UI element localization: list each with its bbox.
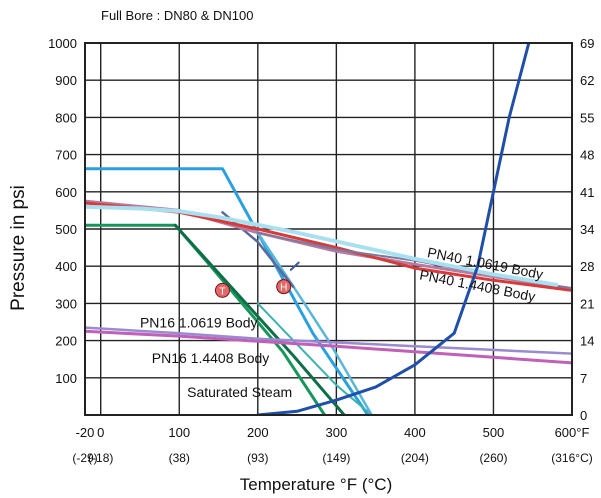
y2-tick-label: 55 xyxy=(580,110,594,125)
plot-frame xyxy=(84,42,573,416)
series-line xyxy=(173,223,346,415)
marker-circle xyxy=(276,279,292,295)
series-line xyxy=(85,204,559,287)
y-tick-label: 900 xyxy=(55,73,77,88)
marker-circle xyxy=(214,282,230,298)
x-tick-label: 100 xyxy=(168,425,190,440)
x-axis-label: Temperature °F (°C) xyxy=(240,475,392,494)
marker-label: H xyxy=(280,283,287,294)
y-tick-label: 300 xyxy=(55,296,77,311)
curve-label: PN16 1.4408 Body xyxy=(152,350,270,366)
x-tick-label: -20 xyxy=(76,425,95,440)
x-tick-labels: -20 (-29)0 (-18) 100 (38) 200 (93) 300 (149) 400 (… xyxy=(72,425,592,465)
x-tick-label: 500 xyxy=(483,425,505,440)
y2-tick-label: 7 xyxy=(580,371,587,386)
x-tick-sublabel: (149) xyxy=(322,451,350,465)
y-tick-label: 200 xyxy=(55,334,77,349)
y2-tick-label: 14 xyxy=(580,334,594,349)
y2-tick-label: 0 xyxy=(580,408,587,423)
curve-label: Saturated Steam xyxy=(187,384,292,400)
x-tick-sublabel: (204) xyxy=(401,451,429,465)
series-line xyxy=(256,231,373,415)
series-line xyxy=(256,302,373,415)
series-line xyxy=(256,43,531,415)
series-line xyxy=(221,211,295,288)
x-tick-sublabel: (38) xyxy=(169,451,190,465)
x-tick-label: 200 xyxy=(247,425,269,440)
x-tick-sublabel: (260) xyxy=(479,451,507,465)
series-line xyxy=(289,261,300,271)
x-tick-label: 400 xyxy=(404,425,426,440)
y2-tick-label: 48 xyxy=(580,148,594,163)
y-tick-label: 1000 xyxy=(48,36,77,51)
series-line xyxy=(85,167,370,415)
y-tick-labels: 100 200 300 400 500 600 700 800 900 1000 xyxy=(48,36,77,386)
x-tick-label: 600°F xyxy=(555,425,590,440)
y-tick-label: 600 xyxy=(55,185,77,200)
x-tick-label: 0 xyxy=(97,425,104,440)
y2-tick-label: 28 xyxy=(580,259,594,274)
y-tick-label: 700 xyxy=(55,148,77,163)
y2-tick-label: 34 xyxy=(580,222,594,237)
y-axis-label: Pressure in psi xyxy=(8,185,29,311)
y2-tick-label: 21 xyxy=(580,296,594,311)
y2-tick-label: 69 xyxy=(580,36,594,51)
y-tick-label: 800 xyxy=(55,110,77,125)
x-tick-sublabel: (316°C) xyxy=(551,451,592,465)
y2-tick-label: 62 xyxy=(580,73,594,88)
x-tick-label: 300 xyxy=(326,425,348,440)
y-tick-label: 100 xyxy=(55,371,77,386)
y-tick-label: 400 xyxy=(55,259,77,274)
chart-title: Full Bore : DN80 & DN100 xyxy=(101,8,253,23)
curve-label: PN16 1.0619 Body xyxy=(140,315,258,331)
marker-label: T xyxy=(219,286,225,297)
x-tick-sublabel: (-18) xyxy=(88,451,113,465)
x-tick-sublabel: (93) xyxy=(247,451,268,465)
series-lines xyxy=(85,43,572,415)
series-line xyxy=(85,326,572,355)
series-line xyxy=(85,329,572,365)
x-tick-sublabel: (-29) xyxy=(72,451,97,465)
y2-tick-label: 41 xyxy=(580,185,594,200)
y2-tick-labels: 0 7 14 21 28 34 41 48 55 62 69 xyxy=(580,36,594,423)
y-tick-label: 500 xyxy=(55,222,77,237)
